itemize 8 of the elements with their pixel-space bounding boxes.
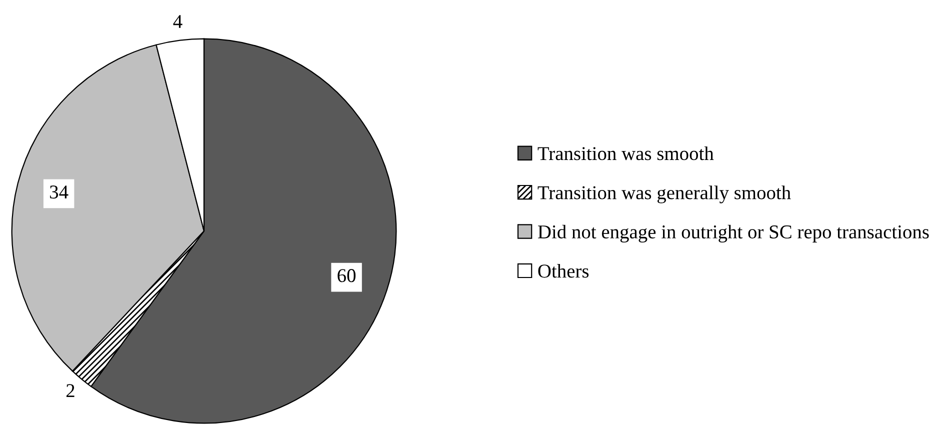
legend-label: Transition was smooth (538, 146, 714, 160)
legend-label: Transition was generally smooth (538, 186, 791, 204)
data-label: 34 (50, 186, 68, 199)
data-label: 4 (173, 15, 182, 28)
data-label: 2 (66, 384, 74, 398)
legend-label: Others (538, 264, 589, 278)
legend-label: Did not engage in outright or SC repo transactions (538, 224, 929, 242)
data-label: 60 (338, 269, 356, 282)
